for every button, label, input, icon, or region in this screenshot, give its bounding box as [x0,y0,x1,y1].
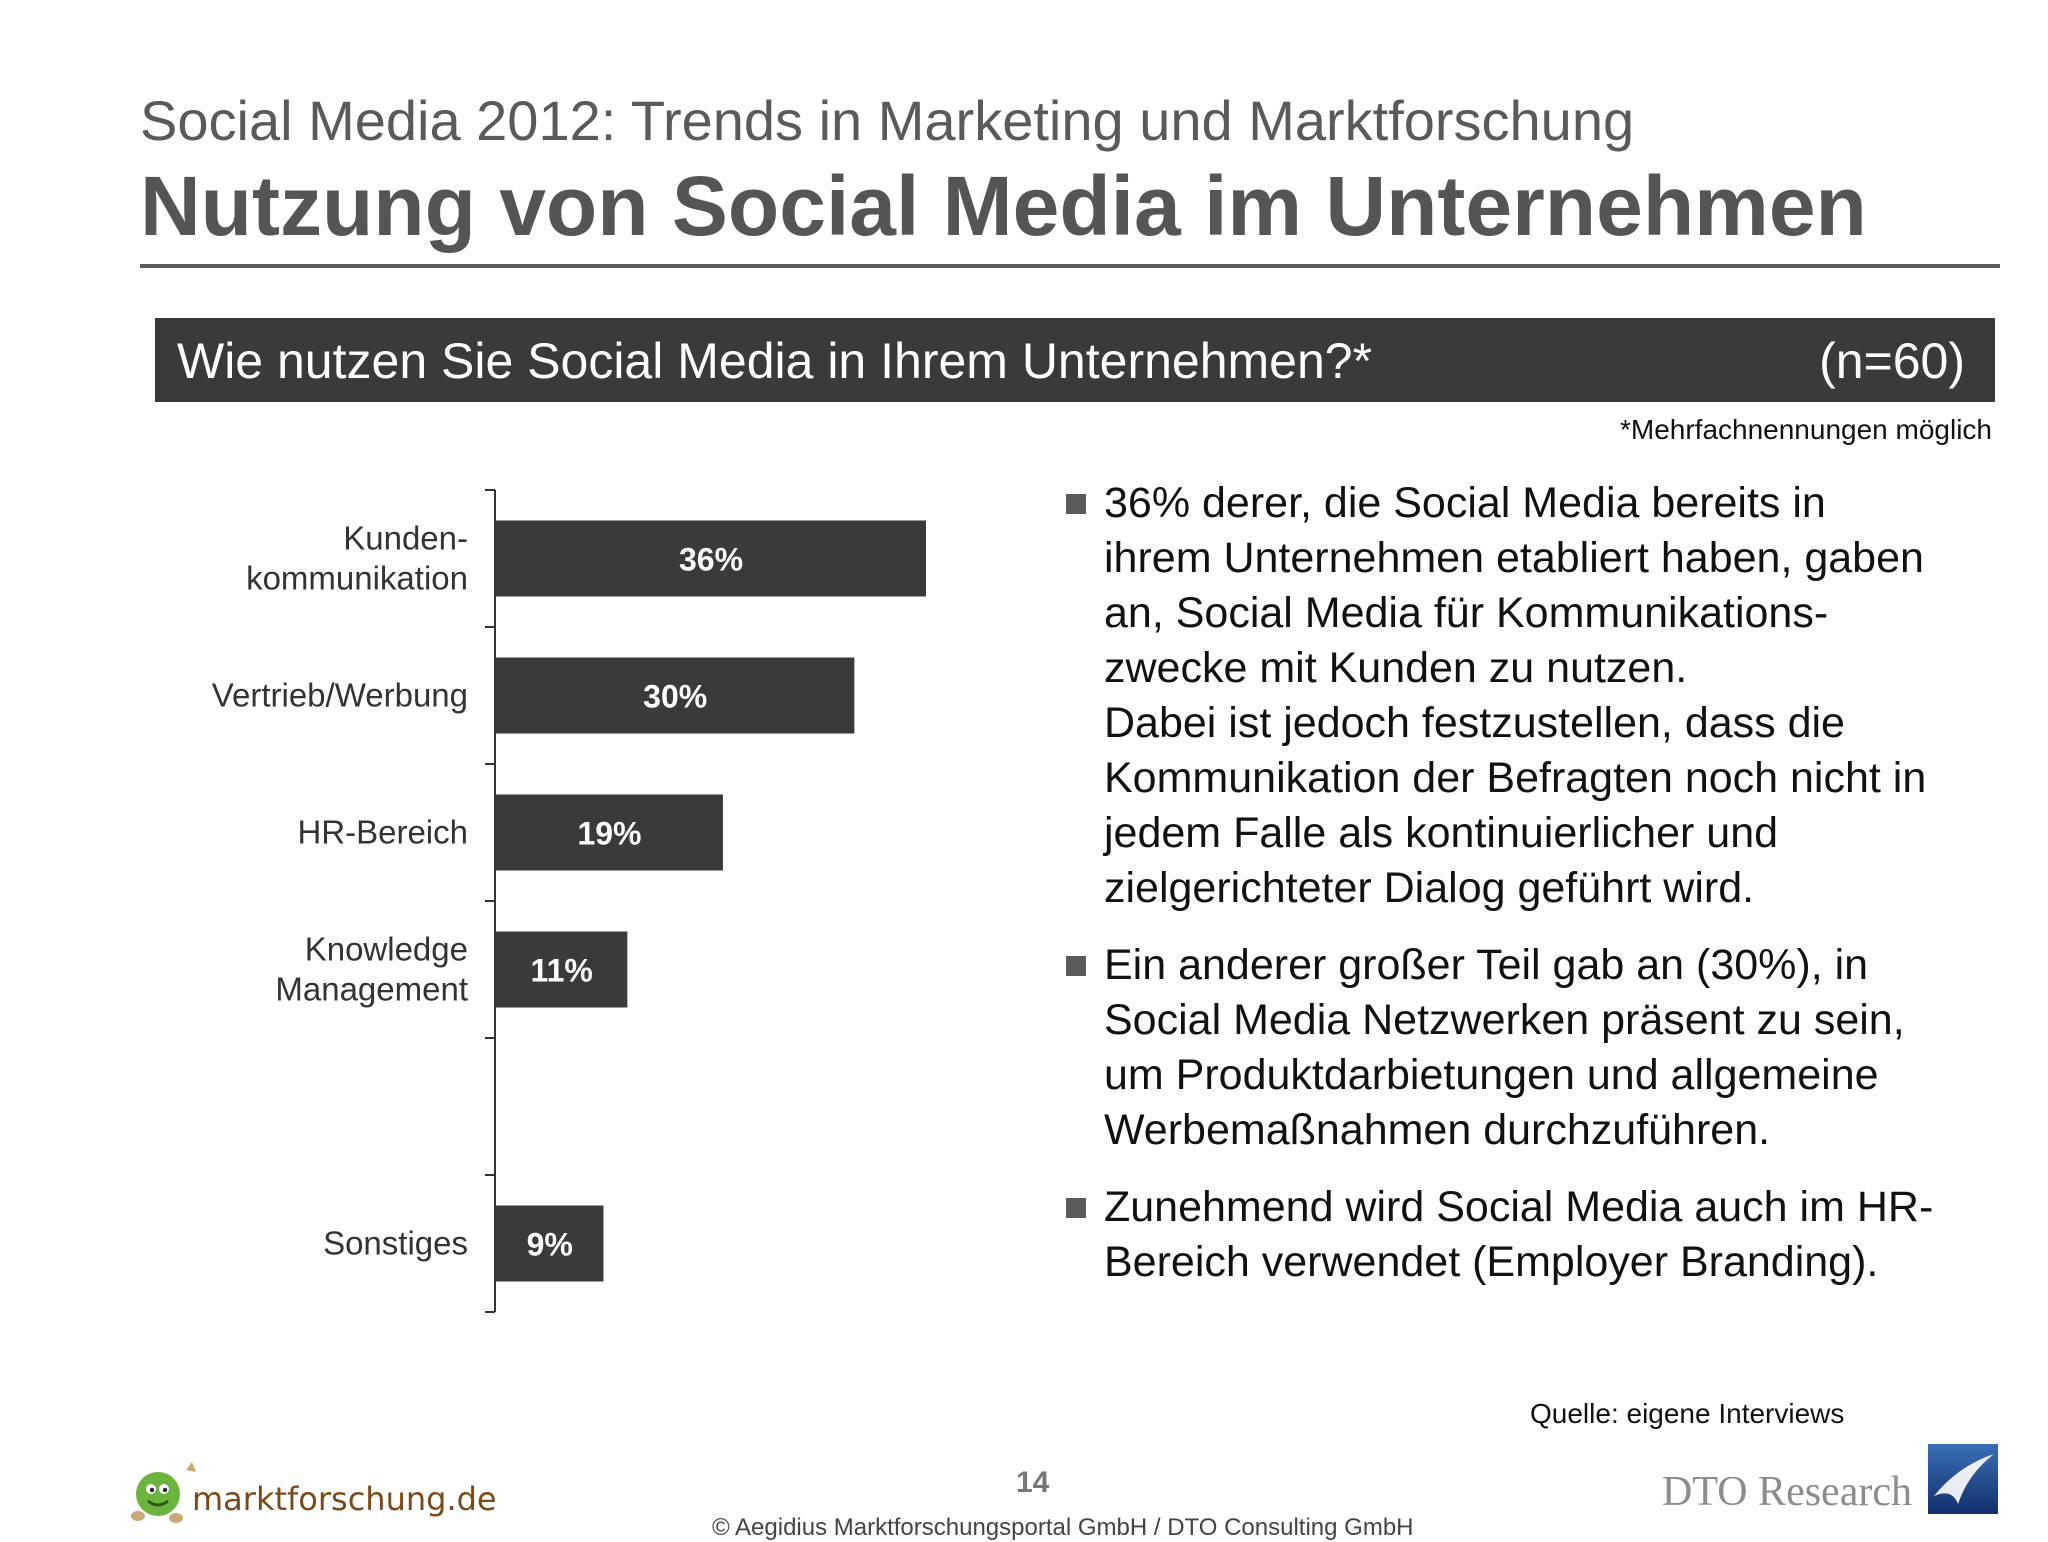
bar-value-label: 9% [527,1227,573,1263]
findings-list: 36% derer, die Social Media bereits in ih… [1066,476,2008,1312]
dto-swoosh-icon [1928,1444,1998,1514]
copyright-notice: © Aegidius Marktforschungsportal GmbH / … [712,1514,1414,1541]
question-banner: Wie nutzen Sie Social Media in Ihrem Unt… [155,318,1995,402]
finding-line: Zunehmend wird Social Media auch im HR- [1104,1183,1934,1231]
category-label: Sonstiges [323,1225,468,1262]
finding-line: Social Media Netzwerken präsent zu sein, [1104,996,1905,1044]
finding-item: Ein anderer großer Teil gab an (30%), in… [1066,938,2008,1158]
finding-item: Zunehmend wird Social Media auch im HR- B… [1066,1180,2008,1290]
finding-line: jedem Falle als kontinuierlicher und [1104,809,1779,857]
finding-line: Bereich verwendet (Employer Branding). [1104,1238,1879,1286]
multiple-answers-footnote: *Mehrfachnennungen möglich [1619,414,1992,445]
dto-research-logo-text: DTO Research [1662,1469,1912,1515]
page-number: 14 [1016,1466,1050,1499]
usage-bar-chart: Kunden-kommunikation 36% Vertrieb/Werbung 3… [212,489,926,1313]
finding-line: Ein anderer großer Teil gab an (30%), in [1104,941,1869,989]
bar-value-label: 11% [531,953,593,989]
question-text: Wie nutzen Sie Social Media in Ihrem Unt… [177,333,1373,389]
bar-value-label: 30% [643,679,707,715]
slide-title: Nutzung von Social Media im Unternehmen [140,159,1867,253]
category-label: Management [275,971,468,1008]
source-note: Quelle: eigene Interviews [1530,1398,1845,1429]
bar [496,1205,604,1282]
finding-line: zwecke mit Kunden zu nutzen. [1104,644,1688,692]
finding-line: 36% derer, die Social Media bereits in [1104,479,1826,527]
bar [496,794,723,871]
finding-line: zielgerichteter Dialog geführt wird. [1104,864,1755,912]
finding-item: 36% derer, die Social Media bereits in ih… [1066,476,2008,916]
finding-line: Werbemaßnahmen durchzuführen. [1104,1106,1771,1154]
category-label: HR-Bereich [297,814,468,851]
presentation-supertitle: Social Media 2012: Trends in Marketing u… [140,89,1635,152]
bar [496,657,855,734]
category-label: Kunden- [343,520,468,557]
bar [496,520,926,597]
finding-line: Dabei ist jedoch festzustellen, dass die [1104,699,1845,747]
finding-line: um Produktdarbietungen und allgemeine [1104,1051,1879,1099]
finding-line: Kommunikation der Befragten noch nicht i… [1104,754,1927,802]
sample-size: (n=60) [1819,333,1965,389]
marktforschung-logo: marktforschung.de [130,1452,497,1528]
category-label: Knowledge [305,931,468,968]
finding-line: ihrem Unternehmen etabliert haben, gaben [1104,534,1924,582]
apple-mascot-icon [131,1462,196,1523]
bar-value-label: 36% [679,542,743,578]
square-bullet-icon [1066,1198,1086,1218]
square-bullet-icon [1066,956,1086,976]
bar-value-label: 19% [577,816,641,852]
finding-line: an, Social Media für Kommunikations- [1104,589,1829,637]
category-label: Vertrieb/Werbung [212,677,468,714]
category-label: kommunikation [246,560,468,597]
bar [496,931,628,1008]
marktforschung-logo-text: marktforschung.de [192,1480,497,1518]
square-bullet-icon [1066,494,1086,514]
title-divider [140,264,2000,268]
